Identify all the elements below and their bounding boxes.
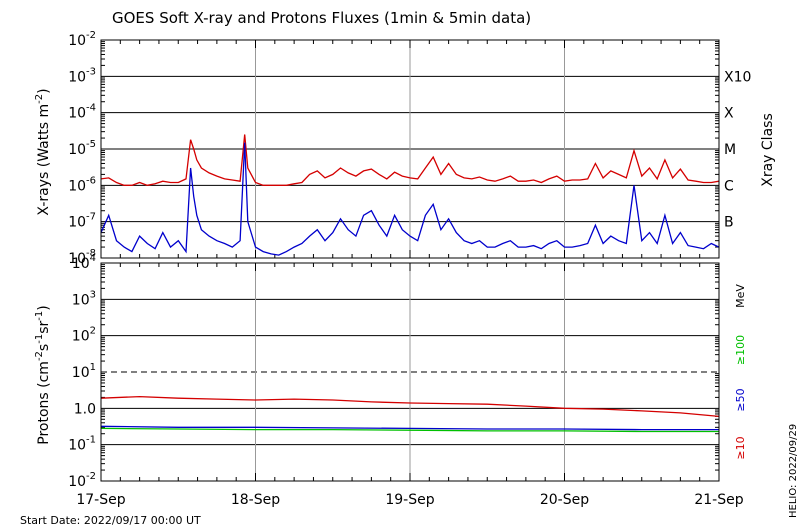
xray-grid [100,40,720,258]
xray-class-label: X10 [724,69,751,85]
xray-class-label: B [724,215,734,231]
y-tick-label: 10-6 [68,175,96,194]
xray-class-labels: X10 X M C B [724,69,751,230]
y-tick-label: 104 [72,253,96,272]
xray-class-label: C [724,178,734,194]
x-tick-label: 21-Sep [694,492,743,508]
x-tick-label: 18-Sep [231,492,280,508]
xray-y-tick-labels: 10-2 10-3 10-4 10-5 10-6 10-7 10-8 [68,30,96,267]
series-line [100,142,720,256]
series-line [100,425,719,431]
proton-grid [100,263,720,481]
xray-class-axis-label: Xray Class [760,113,776,187]
x-tick-label: 17-Sep [76,492,125,508]
y-tick-label: 10-5 [68,139,96,158]
xray-series [100,134,720,256]
xray-y-axis-label: X-rays (Watts m-2) [34,88,52,215]
proton-energy-label: ≥100 [734,335,747,365]
x-axis-tick-labels: 17-Sep 18-Sep 19-Sep 20-Sep 21-Sep [76,492,743,508]
xray-class-label: X [724,106,734,122]
y-tick-label: 102 [72,326,96,345]
proton-series [100,395,720,433]
y-tick-label: 103 [72,289,96,308]
start-date-label: Start Date: 2022/09/17 00:00 UT [20,514,201,527]
y-tick-label: 1.0 [74,401,96,417]
y-tick-label: 101 [72,362,96,381]
helio-stamp: HELIO: 2022/09/29 [788,424,799,518]
x-tick-label: 20-Sep [540,492,589,508]
x-tick-label: 19-Sep [385,492,434,508]
y-tick-label: 10-8 [68,248,96,267]
proton-y-tick-labels: 104 103 102 101 1.0 10-1 10-2 [68,253,96,490]
chart-title: GOES Soft X-ray and Protons Fluxes (1min… [112,9,531,27]
series-line [100,134,720,186]
proton-frame [100,262,720,482]
proton-energy-label: ≥50 [734,388,747,411]
y-tick-label: 10-2 [68,471,96,490]
series-line [100,427,719,433]
xray-panel: 10-2 10-3 10-4 10-5 10-6 10-7 10-8 X10 X M C B Xra… [34,30,776,267]
y-tick-label: 10-4 [68,103,96,122]
proton-energy-label: MeV [734,284,747,308]
xray-frame [100,39,720,259]
y-tick-label: 10-3 [68,66,96,85]
proton-energy-label: ≥10 [734,436,747,459]
proton-panel: 104 103 102 101 1.0 10-1 10-2 MeV ≥100 ≥50 ≥10 Pr… [34,253,747,490]
series-line [100,395,720,418]
proton-y-axis-label: Protons (cm-2s-1sr-1) [34,305,52,444]
y-tick-label: 10-2 [68,30,96,49]
y-tick-label: 10-7 [68,212,96,231]
xray-class-label: M [724,142,736,158]
proton-energy-labels: MeV ≥100 ≥50 ≥10 [734,284,747,460]
y-tick-label: 10-1 [68,435,96,454]
